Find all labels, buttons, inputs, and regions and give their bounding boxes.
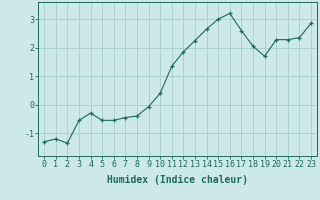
X-axis label: Humidex (Indice chaleur): Humidex (Indice chaleur) [107, 175, 248, 185]
